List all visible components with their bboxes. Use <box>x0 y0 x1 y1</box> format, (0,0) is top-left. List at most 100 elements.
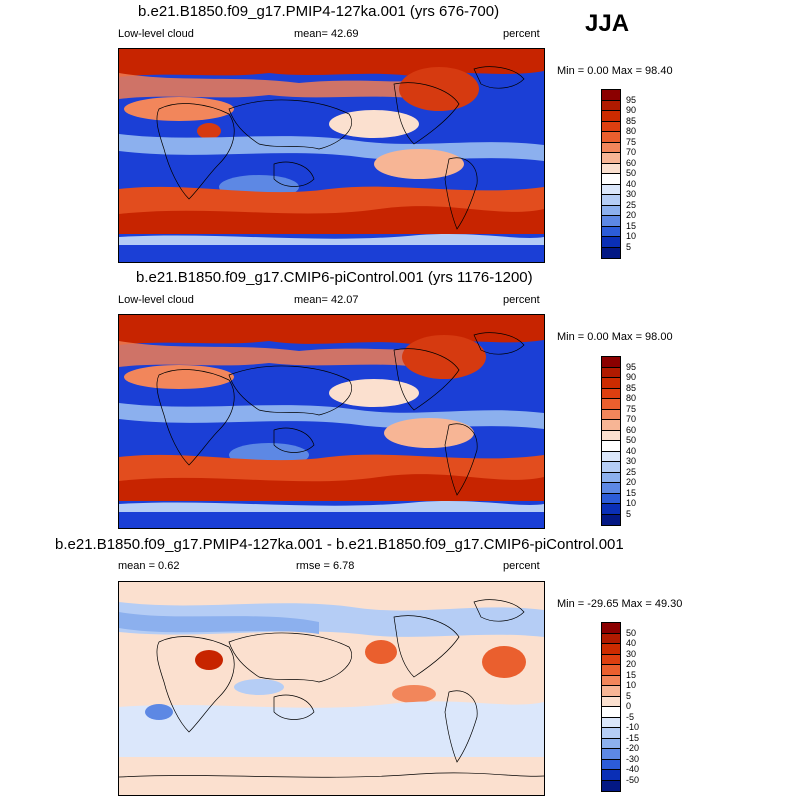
colorbar-tick-label: 20 <box>626 659 637 669</box>
colorbar-swatch <box>602 707 620 718</box>
colorbar-swatch <box>602 367 620 378</box>
panel-2-title: b.e21.B1850.f09_g17.CMIP6-piControl.001 … <box>136 269 533 286</box>
colorbar-tick-label: 30 <box>626 648 637 659</box>
colorbar-tick-label: 25 <box>626 466 637 477</box>
colorbar-swatch <box>602 623 620 634</box>
colorbar-tick-label: 75 <box>626 403 637 414</box>
colorbar-swatch <box>602 388 620 399</box>
colorbar-swatch <box>602 163 620 174</box>
colorbar-swatch <box>602 462 620 473</box>
colorbar-swatch <box>602 451 620 462</box>
colorbar-tick-label: 80 <box>626 126 637 136</box>
colorbar-swatch <box>602 483 620 494</box>
colorbar-swatch <box>602 749 620 760</box>
colorbar-tick-label: 10 <box>626 231 637 241</box>
colorbar-tick-label: 20 <box>626 477 637 487</box>
colorbar-tick-label: 15 <box>626 487 637 498</box>
colorbar-swatch <box>602 399 620 410</box>
colorbar-tick-label: -10 <box>626 722 640 732</box>
colorbar-tick-label: 50 <box>626 435 637 445</box>
colorbar-swatch <box>602 654 620 665</box>
colorbar-tick-label: -40 <box>626 764 640 774</box>
colorbar-swatch <box>602 633 620 644</box>
colorbar-tick-label: 30 <box>626 456 637 466</box>
colorbar-tick-label: -20 <box>626 743 640 753</box>
colorbar-swatch <box>602 717 620 728</box>
panel-2-colorbar <box>601 356 621 526</box>
colorbar-tick-label: 70 <box>626 414 637 424</box>
panel-1-title: b.e21.B1850.f09_g17.PMIP4-127ka.001 (yrs… <box>138 3 500 20</box>
colorbar-swatch <box>602 247 620 258</box>
colorbar-tick-label: 90 <box>626 105 637 115</box>
colorbar-swatch <box>602 441 620 452</box>
colorbar-swatch <box>602 378 620 389</box>
panel-3-rmse-label: rmse = 6.78 <box>296 560 355 572</box>
colorbar-swatch <box>602 675 620 686</box>
panel-2-mean-label: mean= 42.07 <box>294 294 359 306</box>
colorbar-tick-label: 70 <box>626 147 637 157</box>
colorbar-swatch <box>602 226 620 237</box>
panel-3-map <box>118 581 545 796</box>
colorbar-tick-label: 50 <box>626 627 637 638</box>
colorbar-swatch <box>602 409 620 420</box>
colorbar-swatch <box>602 90 620 101</box>
panel-1-map <box>118 48 545 263</box>
colorbar-tick-label: 30 <box>626 189 637 199</box>
colorbar-swatch <box>602 780 620 791</box>
panel-3-mean-label: mean = 0.62 <box>118 560 180 572</box>
colorbar-swatch <box>602 504 620 515</box>
colorbar-tick-label: 60 <box>626 424 637 435</box>
colorbar-swatch <box>602 493 620 504</box>
colorbar-swatch <box>602 770 620 781</box>
colorbar-swatch <box>602 738 620 749</box>
season-label: JJA <box>585 10 630 37</box>
colorbar-tick-label: 40 <box>626 638 637 648</box>
colorbar-tick-label: 5 <box>626 241 632 252</box>
colorbar-tick-label: 60 <box>626 157 637 168</box>
colorbar-swatch <box>602 142 620 153</box>
colorbar-tick-label: 10 <box>626 680 637 690</box>
colorbar-tick-label: 5 <box>626 690 632 701</box>
colorbar-tick-label: 20 <box>626 210 637 220</box>
panel-2-map <box>118 314 545 529</box>
colorbar-swatch <box>602 665 620 676</box>
colorbar-swatch <box>602 759 620 770</box>
colorbar-swatch <box>602 644 620 655</box>
colorbar-swatch <box>602 430 620 441</box>
panel-1-variable-label: Low-level cloud <box>118 28 194 40</box>
colorbar-swatch <box>602 216 620 227</box>
colorbar-swatch <box>602 153 620 164</box>
colorbar-swatch <box>602 174 620 185</box>
colorbar-swatch <box>602 686 620 697</box>
colorbar-tick-label: 80 <box>626 393 637 403</box>
panel-1-mean-label: mean= 42.69 <box>294 28 359 40</box>
panel-2-units-label: percent <box>503 294 540 306</box>
colorbar-swatch <box>602 121 620 132</box>
colorbar-tick-label: 40 <box>626 178 637 189</box>
colorbar-swatch <box>602 357 620 368</box>
panel-3-colorbar <box>601 622 621 792</box>
colorbar-swatch <box>602 514 620 525</box>
colorbar-tick-label: 15 <box>626 220 637 231</box>
colorbar-swatch <box>602 728 620 739</box>
colorbar-tick-label: 85 <box>626 115 637 126</box>
colorbar-swatch <box>602 132 620 143</box>
colorbar-tick-label: -15 <box>626 732 640 743</box>
colorbar-tick-label: 25 <box>626 199 637 210</box>
colorbar-tick-label: -5 <box>626 711 635 722</box>
colorbar-swatch <box>602 100 620 111</box>
panel-3-units-label: percent <box>503 560 540 572</box>
colorbar-tick-label: 10 <box>626 498 637 508</box>
panel-2-variable-label: Low-level cloud <box>118 294 194 306</box>
panel-2-minmax: Min = 0.00 Max = 98.00 <box>557 331 673 343</box>
colorbar-tick-label: 95 <box>626 361 637 372</box>
panel-1-units-label: percent <box>503 28 540 40</box>
colorbar-swatch <box>602 195 620 206</box>
panel-3-minmax: Min = -29.65 Max = 49.30 <box>557 598 683 610</box>
colorbar-swatch <box>602 184 620 195</box>
colorbar-swatch <box>602 472 620 483</box>
colorbar-tick-label: 40 <box>626 445 637 456</box>
colorbar-swatch <box>602 696 620 707</box>
colorbar-tick-label: 50 <box>626 168 637 178</box>
colorbar-swatch <box>602 205 620 216</box>
